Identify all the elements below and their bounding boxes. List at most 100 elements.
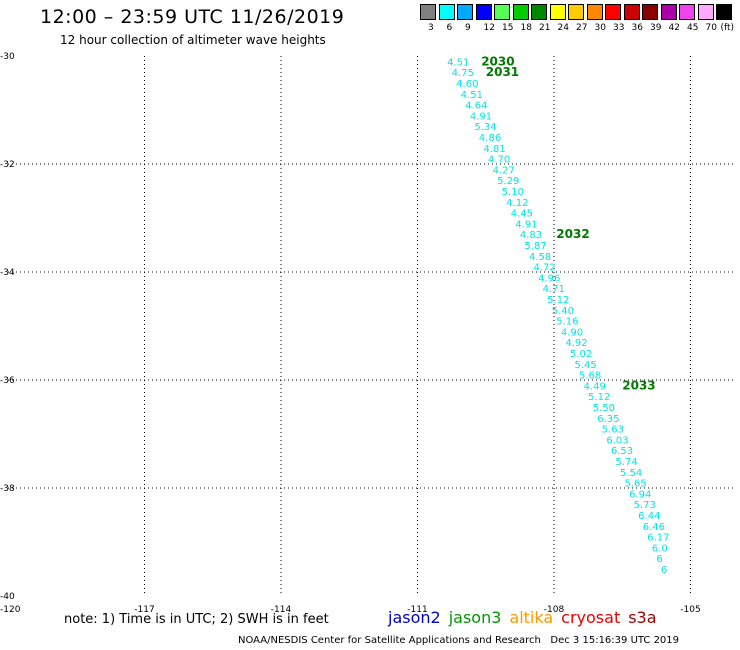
swh-value: 5.02	[570, 349, 592, 360]
credit-text: NOAA/NESDIS Center for Satellite Applica…	[238, 635, 541, 646]
swh-value: 5.12	[588, 392, 610, 403]
color-scale-label: 3	[428, 23, 434, 33]
swh-observations: 4.514.754.604.514.644.915.344.864.814.70…	[447, 57, 669, 576]
swh-value: 5.50	[593, 403, 615, 414]
color-scale-swatch	[623, 4, 640, 20]
swh-value: 6	[656, 554, 662, 565]
swh-value: 5.45	[574, 360, 596, 371]
lat-tick-label: -30	[0, 52, 15, 62]
color-scale-label: 15	[502, 23, 514, 33]
swh-value: 5.40	[552, 306, 574, 317]
color-scale-label: 18	[520, 23, 532, 33]
color-scale-label: 70	[705, 23, 717, 33]
satellite-label-altika: altika	[509, 608, 554, 627]
swh-value: 5.16	[556, 317, 578, 328]
satellite-label-jason3: jason3	[448, 608, 502, 627]
color-scale-label: 9	[465, 23, 471, 33]
color-scale-label: 36	[631, 23, 643, 33]
lon-tick-label: -117	[134, 605, 154, 615]
satellite-label-cryosat: cryosat	[561, 608, 621, 627]
lat-tick-label: -36	[0, 376, 15, 386]
swh-value: 5.68	[579, 371, 601, 382]
color-scale-label: 24	[557, 23, 569, 33]
swh-value: 5.73	[634, 500, 656, 511]
swh-value: 4.91	[470, 111, 492, 122]
color-scale-swatch	[531, 4, 547, 20]
color-scale-label: 12	[483, 23, 495, 33]
color-scale-label: 27	[576, 23, 588, 33]
swh-value: 6.53	[611, 446, 633, 457]
color-scale-unit: (ft)	[720, 23, 735, 33]
color-scale-label: 39	[650, 23, 662, 33]
swh-value: 5.34	[474, 122, 496, 133]
swh-value: 6.46	[643, 522, 665, 533]
lon-tick-label: -108	[544, 605, 565, 615]
swh-value: 5.87	[524, 241, 546, 252]
lon-tick-label: -105	[680, 605, 700, 615]
color-scale-swatch	[494, 4, 510, 20]
map-grid	[8, 56, 736, 596]
color-scale-swatch	[420, 4, 436, 20]
map-axes: -30 -32 -34 -36 -38 -40 -120 -117 -114 -111 -108 -1…	[0, 52, 701, 615]
color-scale-swatch	[679, 4, 695, 20]
swh-value: 6.94	[629, 489, 651, 500]
swh-value: 4.27	[493, 165, 515, 176]
lat-tick-label: -38	[0, 484, 15, 494]
lat-tick-label: -32	[0, 160, 15, 170]
swh-value: 6.17	[647, 533, 669, 544]
swh-value: 4.86	[479, 133, 501, 144]
swh-value: 4.70	[488, 155, 510, 166]
footer-credit: NOAA/NESDIS Center for Satellite Applica…	[238, 635, 679, 646]
page-title: 12:00 – 23:59 UTC 11/26/2019	[40, 6, 345, 28]
swh-value: 5.10	[502, 187, 524, 198]
lon-tick-label: -111	[407, 605, 427, 615]
color-scale-label: 6	[446, 23, 453, 33]
swh-value: 5.54	[620, 468, 642, 479]
swh-value: 4.51	[447, 57, 469, 68]
swh-value: 6.35	[597, 414, 619, 425]
swh-value: 4.49	[584, 381, 606, 392]
swh-value: 6.03	[606, 435, 628, 446]
swh-value: 5.29	[497, 176, 519, 187]
swh-value: 6	[661, 565, 667, 576]
swh-value: 4.60	[456, 79, 478, 90]
color-scale-swatch	[457, 4, 473, 20]
color-scale-swatch	[660, 4, 677, 20]
color-scale-swatch	[475, 4, 492, 20]
color-scale-label: 30	[594, 23, 606, 33]
swh-value: 4.71	[543, 284, 565, 295]
lon-tick-label: -120	[0, 605, 21, 615]
swh-value: 4.91	[515, 219, 537, 230]
swh-value: 4.51	[461, 90, 483, 101]
color-scale-label: 42	[668, 23, 680, 33]
swh-value: 4.96	[538, 273, 560, 284]
satellite-legend: jason2 jason3 altika cryosat s3a	[388, 608, 665, 627]
pass-time-label: 2030	[481, 54, 514, 68]
color-scale-swatch	[642, 4, 658, 20]
pass-time-label: 2032	[556, 227, 589, 241]
swh-value: 4.12	[506, 198, 528, 209]
page-subtitle: 12 hour collection of altimeter wave hei…	[60, 33, 326, 47]
color-scale-label: 33	[613, 23, 625, 33]
swh-value: 4.83	[520, 230, 542, 241]
satellite-label-jason2: jason2	[388, 608, 441, 627]
color-scale-swatch	[716, 4, 732, 20]
credit-timestamp: Dec 3 15:16:39 UTC 2019	[550, 635, 680, 646]
satellite-label-s3a: s3a	[628, 608, 657, 627]
pass-time-label: 2031	[486, 65, 519, 79]
lat-tick-label: -40	[0, 592, 15, 602]
swh-value: 4.75	[452, 68, 474, 79]
swh-value: 4.90	[561, 327, 583, 338]
swh-value: 6.44	[638, 511, 660, 522]
swh-value: 6.0	[652, 543, 668, 554]
swh-value: 5.74	[615, 457, 637, 468]
swh-value: 4.81	[483, 144, 505, 155]
pass-time-label: 2033	[622, 378, 655, 392]
color-scale-swatch	[586, 4, 603, 20]
swh-value: 4.58	[529, 252, 551, 263]
color-scale-label: 45	[687, 23, 699, 33]
swh-value: 4.45	[511, 209, 533, 220]
color-scale-swatch	[697, 4, 714, 20]
